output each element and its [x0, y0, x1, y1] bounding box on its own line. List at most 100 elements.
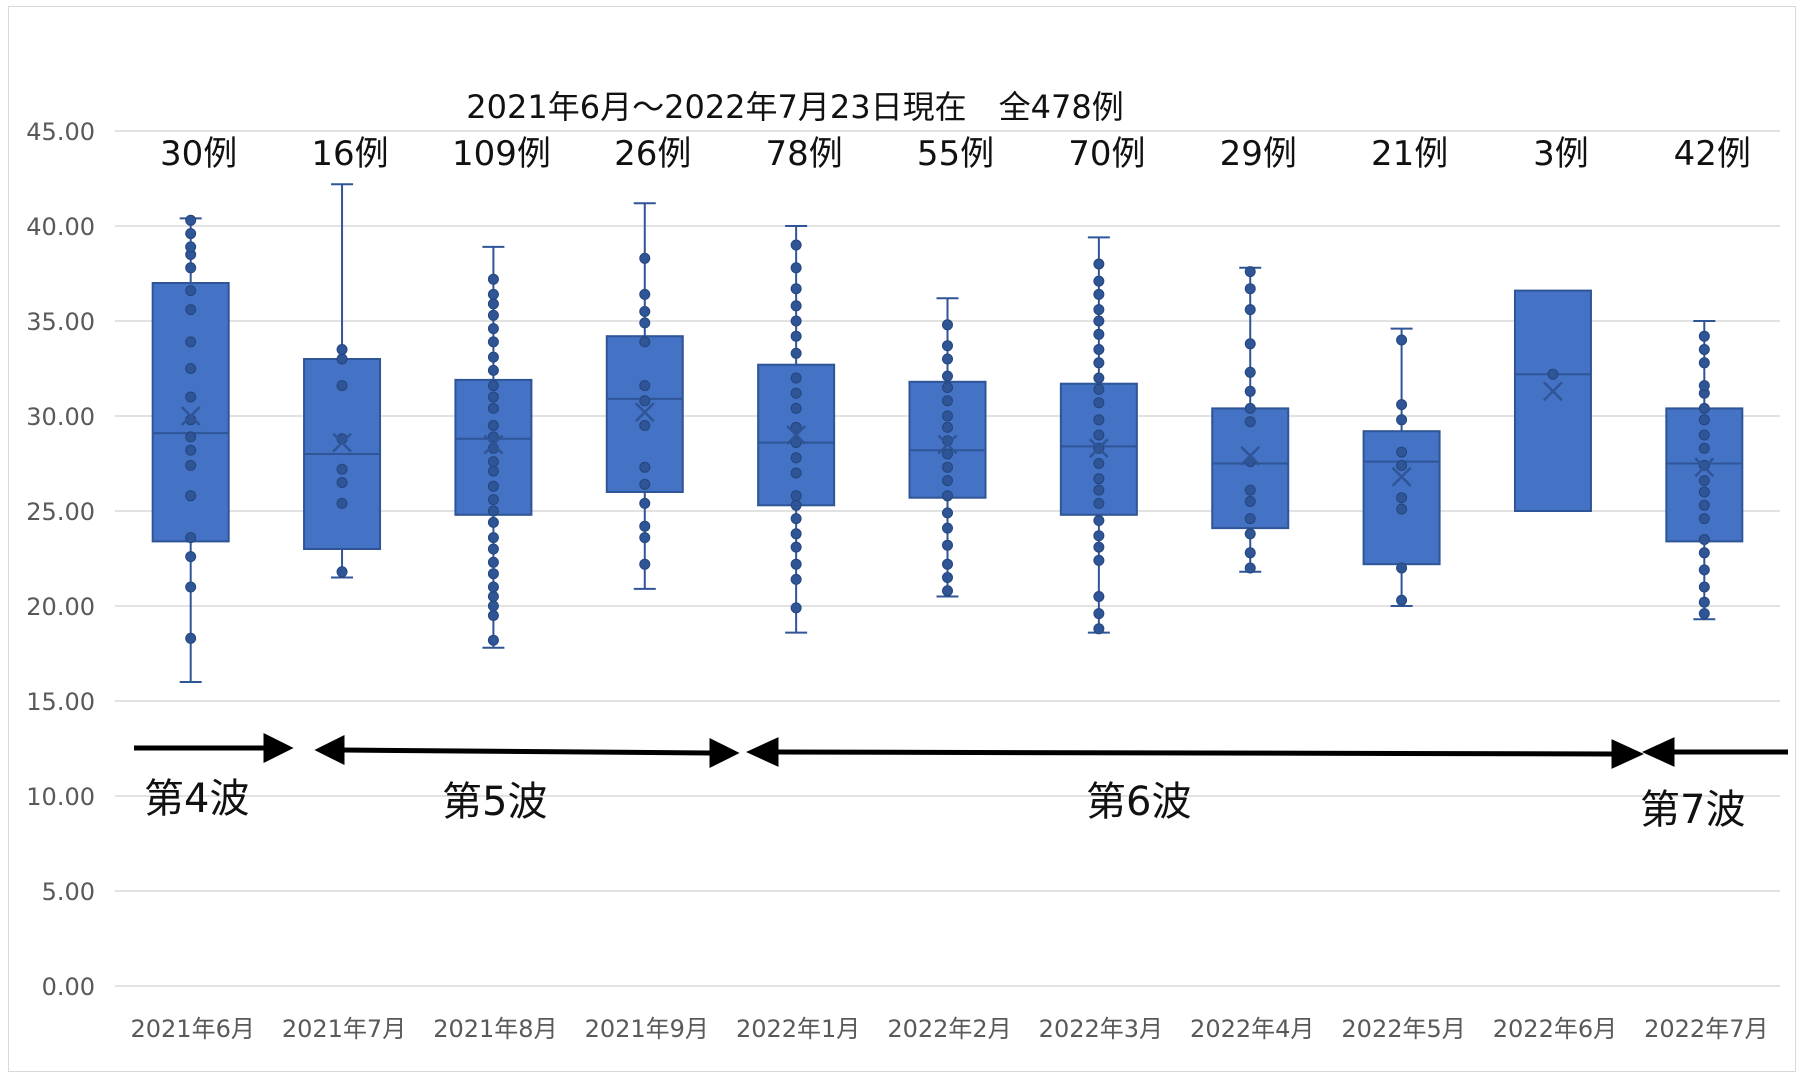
- data-point: [1093, 623, 1105, 635]
- data-point: [1396, 459, 1408, 471]
- data-point: [1093, 497, 1105, 509]
- box-series: [151, 183, 1744, 683]
- data-point: [185, 304, 197, 316]
- data-point: [336, 463, 348, 475]
- data-point: [336, 353, 348, 365]
- data-point: [942, 572, 953, 583]
- data-point: [639, 395, 651, 407]
- box-iqr: [1513, 289, 1592, 512]
- data-point: [1244, 338, 1256, 350]
- data-point: [790, 528, 802, 540]
- data-point: [185, 228, 197, 240]
- data-point: [1244, 562, 1256, 574]
- x-tick-label: 2022年2月: [887, 1015, 1011, 1043]
- data-point: [1698, 534, 1710, 545]
- data-point: [790, 573, 802, 585]
- data-point: [185, 551, 197, 563]
- box-group: [757, 225, 836, 634]
- data-point: [790, 558, 802, 570]
- data-point: [1698, 414, 1710, 426]
- data-point: [487, 336, 499, 348]
- x-tick-label: 2021年6月: [131, 1015, 255, 1043]
- data-point: [639, 520, 651, 532]
- chart-title: 2021年6月～2022年7月23日現在 全478例: [466, 88, 1123, 126]
- data-point: [790, 300, 802, 312]
- count-label: 109例: [452, 134, 551, 174]
- data-point: [1698, 330, 1710, 342]
- data-point: [487, 591, 499, 602]
- data-point: [1093, 304, 1105, 316]
- data-point: [1093, 344, 1105, 355]
- data-point: [1093, 315, 1105, 327]
- data-point: [1244, 304, 1256, 316]
- data-point: [1396, 503, 1408, 515]
- data-point: [1244, 496, 1256, 507]
- wave6-label: 第6波: [1086, 779, 1191, 825]
- data-point: [942, 461, 953, 473]
- x-tick-label: 2022年7月: [1644, 1015, 1768, 1043]
- mean-marker: [1694, 457, 1715, 478]
- wave5-arrow: [341, 747, 711, 756]
- y-axis-ticks: 0.00 5.00 10.00 15.00 20.00 25.00 30.00 35.00 40…: [26, 118, 95, 1001]
- data-point: [487, 480, 499, 492]
- wave6-arrowhead-right: [1611, 739, 1645, 769]
- data-point: [790, 387, 802, 399]
- data-point: [942, 370, 953, 382]
- data-point: [1244, 416, 1256, 428]
- data-point: [487, 543, 499, 555]
- mean-marker: [786, 425, 807, 445]
- y-tick-label: 35.00: [26, 308, 95, 336]
- box-group: [1059, 236, 1138, 635]
- data-point: [942, 475, 953, 487]
- mean-marker: [937, 434, 958, 455]
- wave-arrows: [134, 732, 1788, 769]
- data-point: [1093, 288, 1105, 300]
- data-point: [639, 380, 651, 392]
- data-point: [487, 309, 499, 321]
- data-point: [1244, 366, 1256, 378]
- data-point: [487, 532, 499, 544]
- data-point: [1698, 429, 1710, 441]
- data-point: [487, 456, 499, 468]
- y-tick-label: 5.00: [42, 878, 95, 906]
- data-point: [790, 490, 802, 502]
- data-point: [487, 516, 499, 528]
- data-point: [185, 363, 197, 374]
- data-point: [639, 288, 651, 300]
- data-point: [1547, 368, 1559, 380]
- data-point: [1093, 414, 1105, 426]
- wave7-label: 第7波: [1640, 787, 1745, 833]
- x-tick-label: 2022年6月: [1493, 1015, 1617, 1043]
- mean-marker: [1088, 438, 1109, 459]
- data-point: [487, 556, 499, 568]
- data-point: [487, 420, 499, 431]
- y-tick-label: 15.00: [26, 688, 95, 716]
- data-point: [790, 283, 802, 295]
- data-point: [1244, 528, 1256, 540]
- x-tick-label: 2022年3月: [1039, 1015, 1163, 1043]
- data-point: [1093, 515, 1105, 526]
- data-point: [185, 532, 197, 544]
- data-point: [942, 507, 953, 519]
- data-point: [185, 444, 197, 456]
- data-point: [487, 505, 499, 517]
- data-point: [336, 380, 348, 392]
- data-point: [487, 351, 499, 363]
- data-point: [1698, 581, 1710, 593]
- count-label: 29例: [1220, 134, 1297, 174]
- data-point: [185, 632, 197, 644]
- data-point: [1698, 380, 1710, 392]
- count-label: 55例: [917, 134, 994, 174]
- x-axis-ticks: 2021年6月 2021年7月 2021年8月 2021年9月 2022年1月 2022年…: [131, 1015, 1769, 1043]
- data-point: [790, 315, 802, 327]
- data-point: [1093, 541, 1105, 553]
- data-point: [942, 382, 953, 393]
- data-point: [487, 465, 499, 477]
- data-point: [1244, 402, 1256, 414]
- box-group: [908, 297, 987, 598]
- data-point: [487, 323, 499, 335]
- data-point: [1396, 414, 1408, 426]
- data-point: [185, 391, 197, 403]
- data-point: [1093, 275, 1105, 287]
- data-point: [790, 437, 802, 449]
